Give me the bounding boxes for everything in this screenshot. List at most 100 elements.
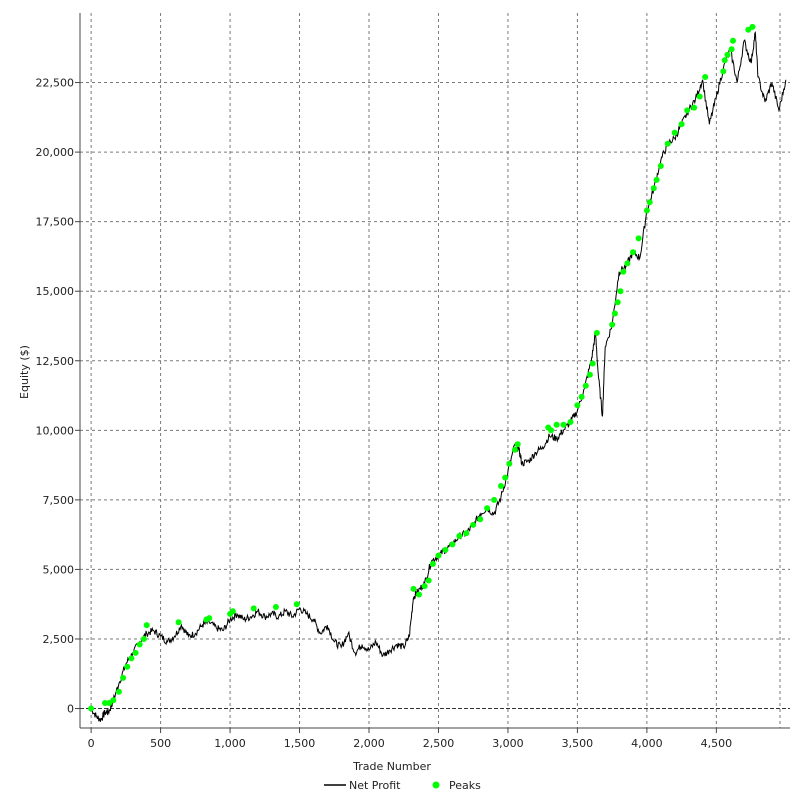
peak-point	[578, 393, 585, 400]
peak-point	[132, 649, 139, 656]
peak-point	[449, 541, 456, 548]
legend-peaks-swatch	[432, 781, 440, 789]
x-tick-label: 4,000	[631, 737, 663, 750]
peak-point	[128, 655, 135, 662]
peak-point	[653, 176, 660, 183]
y-tick-label: 20,000	[36, 146, 75, 159]
peak-point	[442, 546, 449, 553]
peak-point	[477, 516, 484, 523]
legend-peaks-label: Peaks	[449, 779, 481, 792]
y-axis-label: Equity ($)	[18, 345, 31, 399]
legend-net-profit-label: Net Profit	[349, 779, 401, 792]
peak-point	[721, 57, 728, 64]
y-tick-label: 15,000	[36, 285, 75, 298]
y-tick-label: 22,500	[36, 77, 75, 90]
peak-point	[120, 674, 127, 681]
peak-point	[635, 235, 642, 242]
peak-point	[611, 310, 618, 317]
x-tick-label: 2,000	[353, 737, 385, 750]
peak-point	[115, 688, 122, 695]
peak-point	[206, 615, 213, 622]
peak-point	[567, 419, 574, 425]
peak-point	[429, 560, 436, 567]
peak-point	[272, 604, 279, 610]
x-tick-label: 1,500	[284, 737, 316, 750]
peak-point	[136, 641, 143, 648]
peak-point	[574, 402, 581, 409]
peak-point	[124, 663, 131, 670]
peak-point	[498, 483, 504, 489]
peaks-series	[88, 23, 756, 712]
peak-point	[684, 107, 691, 114]
x-tick-label: 1,000	[214, 737, 246, 750]
peak-point	[410, 585, 417, 592]
x-axis-label: Trade Number	[352, 760, 431, 773]
peak-point	[229, 608, 236, 615]
peak-point	[749, 23, 756, 30]
peak-point	[416, 591, 422, 598]
x-tick-label: 2,500	[423, 737, 455, 750]
peak-point	[643, 207, 650, 214]
x-tick-label: 500	[150, 737, 171, 750]
peak-point	[456, 533, 463, 539]
peak-point	[614, 299, 621, 306]
y-tick-label: 2,500	[43, 633, 75, 646]
peak-point	[110, 697, 117, 704]
peak-point	[502, 474, 509, 481]
peak-point	[730, 37, 736, 44]
axes	[79, 13, 790, 729]
peak-point	[609, 321, 616, 328]
peak-point	[586, 371, 593, 378]
x-tick-label: 3,500	[562, 737, 594, 750]
y-tick-label: 0	[67, 703, 74, 716]
peak-point	[435, 552, 442, 559]
peak-point	[293, 601, 300, 608]
peak-point	[630, 249, 636, 256]
peak-point	[143, 622, 150, 629]
peak-point	[511, 446, 518, 453]
peak-point	[250, 605, 257, 612]
grid	[80, 13, 790, 728]
y-tick-label: 12,500	[36, 355, 75, 368]
y-tick-label: 7,500	[43, 494, 75, 507]
peak-point	[624, 260, 631, 267]
peak-point	[664, 140, 671, 147]
peak-point	[421, 583, 428, 590]
peak-point	[671, 129, 678, 136]
peak-point	[589, 360, 596, 367]
legend: Net Profit Peaks	[324, 779, 481, 792]
peak-point	[175, 619, 182, 626]
peak-point	[678, 121, 685, 128]
y-tick-label: 5,000	[43, 563, 75, 576]
peak-point	[724, 51, 731, 58]
peak-point	[88, 705, 95, 712]
peak-point	[553, 421, 560, 428]
y-axis-ticks: 0 2,500 5,000 7,500 10,000 12,500 15,000 17,500…	[36, 77, 80, 716]
peak-point	[646, 199, 653, 206]
x-axis-ticks: 0 500 1,000 1,500 2,000 2,500 3,000 3,500 4,000 4…	[88, 728, 732, 750]
peak-point	[140, 636, 147, 642]
peak-point	[425, 577, 432, 584]
peak-point	[593, 329, 600, 336]
peak-point	[702, 74, 709, 80]
y-tick-label: 10,000	[36, 424, 75, 437]
peak-point	[617, 288, 624, 295]
peak-point	[696, 93, 703, 100]
peak-point	[548, 427, 554, 434]
peak-point	[463, 530, 470, 537]
peak-point	[728, 46, 735, 53]
peak-point	[620, 268, 627, 275]
peak-point	[470, 521, 477, 528]
peak-point	[650, 185, 657, 192]
peak-point	[582, 382, 589, 389]
peak-point	[102, 700, 108, 706]
x-tick-label: 3,000	[492, 737, 524, 750]
x-tick-label: 4,500	[701, 737, 733, 750]
peak-point	[491, 496, 498, 503]
peak-point	[560, 421, 567, 428]
peak-point	[506, 460, 513, 467]
peak-point	[691, 104, 698, 111]
peak-point	[657, 163, 664, 169]
